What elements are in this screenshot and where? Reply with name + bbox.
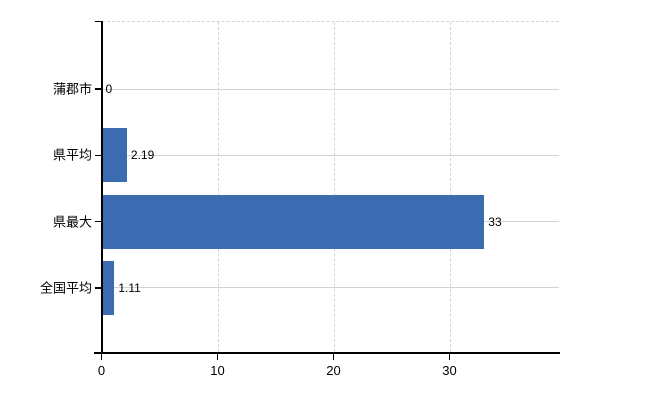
plot-top-border (101, 21, 559, 22)
bar (102, 128, 127, 183)
y-axis-tick (94, 220, 102, 223)
y-axis-tick (94, 154, 102, 157)
y-axis-tick (94, 88, 102, 90)
bar (102, 194, 485, 249)
v-gridline (217, 22, 219, 352)
category-label: 県最大 (52, 214, 92, 230)
v-gridline (449, 22, 451, 352)
category-label: 全国平均 (39, 280, 92, 296)
x-axis-tick (216, 354, 219, 360)
bar-value-label: 1.11 (118, 280, 141, 295)
bar-value-label: 0 (105, 82, 113, 96)
h-gridline (102, 88, 559, 90)
bar-value-label: 2.19 (130, 148, 155, 163)
h-gridline (102, 154, 559, 156)
x-axis (94, 352, 560, 354)
h-gridline (102, 287, 559, 289)
x-axis-tick (332, 354, 335, 360)
x-tick-label: 30 (442, 363, 457, 378)
x-tick-label: 20 (326, 363, 341, 378)
bar (102, 260, 115, 315)
y-axis-tick (94, 287, 102, 289)
bar-value-label: 33 (488, 214, 502, 229)
x-axis-tick (100, 354, 103, 360)
x-tick-label: 10 (210, 363, 225, 378)
y-axis (100, 20, 103, 353)
x-axis-tick (448, 354, 451, 360)
category-label: 県平均 (52, 147, 92, 163)
y-axis-top-tick (94, 20, 102, 22)
category-label: 蒲郡市 (52, 81, 92, 97)
v-gridline (333, 22, 335, 352)
x-tick-label: 0 (97, 363, 106, 378)
